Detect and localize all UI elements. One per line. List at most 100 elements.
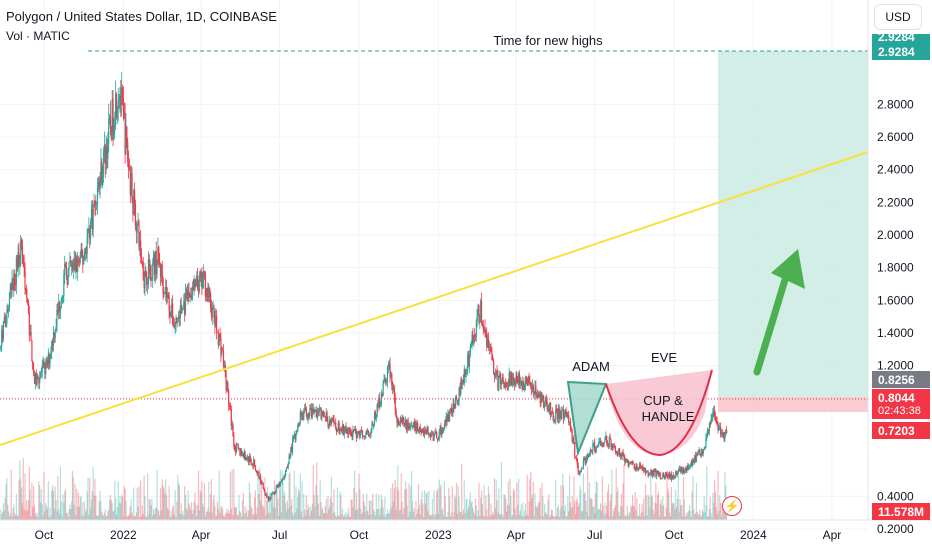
candle-body bbox=[525, 376, 528, 379]
volume-bar bbox=[692, 476, 694, 520]
candle-body bbox=[446, 416, 448, 422]
candle-body bbox=[425, 432, 427, 434]
volume-bar bbox=[63, 502, 65, 520]
candle-body bbox=[33, 373, 36, 384]
candle-body bbox=[115, 94, 118, 119]
candle-body bbox=[236, 444, 238, 445]
volume-bar bbox=[594, 493, 597, 520]
candle-body bbox=[51, 340, 53, 354]
candle-body bbox=[5, 322, 7, 325]
volume-bar bbox=[455, 482, 458, 520]
volume-bar bbox=[265, 515, 267, 520]
volume-bar bbox=[170, 510, 172, 520]
volume-bar bbox=[66, 512, 68, 520]
volume-bar bbox=[127, 515, 130, 520]
candle-body bbox=[688, 465, 691, 467]
candle-body bbox=[260, 482, 263, 484]
candle-body bbox=[618, 448, 620, 455]
volume-bar bbox=[164, 493, 166, 520]
volume-bar bbox=[8, 511, 10, 520]
candle-body bbox=[20, 239, 23, 247]
volume-bar bbox=[40, 489, 43, 520]
volume-bar bbox=[4, 497, 6, 520]
candle-body bbox=[351, 434, 353, 438]
candle-body bbox=[140, 256, 143, 261]
candle-body bbox=[541, 395, 543, 400]
candle-body bbox=[709, 423, 711, 424]
candle-body bbox=[447, 414, 449, 422]
candle-body bbox=[221, 350, 223, 355]
candle-body bbox=[650, 470, 653, 477]
volume-bar bbox=[682, 476, 685, 520]
volume-legend[interactable]: Vol · MATIC bbox=[6, 29, 70, 43]
volume-bar bbox=[694, 514, 696, 520]
volume-bar bbox=[627, 515, 629, 520]
candle-body bbox=[116, 109, 118, 119]
candle-body bbox=[510, 373, 512, 385]
candle-body bbox=[286, 467, 288, 469]
candle-body bbox=[58, 302, 61, 311]
volume-bar bbox=[202, 503, 204, 520]
candle-body bbox=[288, 455, 290, 464]
candle-body bbox=[182, 308, 184, 310]
volume-bar bbox=[172, 505, 175, 520]
candle-body bbox=[323, 415, 326, 417]
volume-bar bbox=[298, 491, 301, 520]
candle-body bbox=[153, 254, 155, 263]
volume-bar bbox=[602, 505, 604, 520]
candle-body bbox=[184, 301, 186, 315]
volume-bar bbox=[249, 492, 251, 520]
volume-bar bbox=[582, 473, 584, 520]
volume-bar bbox=[597, 509, 599, 520]
volume-bar bbox=[650, 496, 653, 520]
volume-bar bbox=[499, 513, 501, 520]
volume-bar bbox=[257, 473, 259, 520]
volume-bar bbox=[228, 510, 230, 520]
candle-body bbox=[247, 456, 249, 460]
volume-bar bbox=[39, 502, 42, 520]
candle-body bbox=[102, 174, 104, 186]
candle-body bbox=[394, 397, 396, 411]
candle-body bbox=[403, 417, 405, 425]
volume-bar bbox=[47, 481, 49, 520]
volume-bar bbox=[386, 509, 389, 520]
volume-bar bbox=[564, 505, 566, 520]
candle-body bbox=[383, 379, 385, 383]
volume-bar bbox=[430, 515, 433, 520]
candle-body bbox=[555, 408, 557, 421]
volume-bar bbox=[663, 505, 665, 520]
candle-body bbox=[623, 454, 625, 458]
lightning-icon[interactable]: ⚡ bbox=[722, 496, 742, 516]
volume-bar bbox=[403, 508, 405, 520]
candle-body bbox=[625, 459, 628, 462]
volume-bar bbox=[420, 499, 422, 520]
candle-body bbox=[123, 111, 125, 119]
time-axis[interactable]: Oct 2022 Apr Jul Oct 2023 Apr Jul Oct 2024 Apr bbox=[0, 519, 932, 542]
volume-bar bbox=[720, 516, 723, 520]
volume-bar bbox=[562, 473, 564, 520]
candle-body bbox=[234, 449, 237, 452]
candle-body bbox=[386, 367, 389, 382]
volume-bar bbox=[203, 483, 206, 520]
candle-body bbox=[675, 471, 677, 477]
candle-body bbox=[659, 472, 661, 479]
symbol-title[interactable]: Polygon / United States Dollar, 1D, COIN… bbox=[6, 9, 277, 24]
candle-body bbox=[442, 429, 444, 431]
volume-bar bbox=[574, 500, 576, 520]
volume-bar bbox=[301, 481, 303, 520]
volume-bar bbox=[224, 514, 226, 520]
volume-bar bbox=[724, 472, 726, 520]
candle-body bbox=[637, 468, 639, 469]
volume-bar bbox=[259, 467, 261, 520]
price-axis[interactable]: 2.80002.60002.40002.20002.00001.80001.60… bbox=[867, 0, 914, 536]
currency-button[interactable]: USD bbox=[874, 4, 922, 30]
volume-bar bbox=[161, 479, 163, 520]
candle-body bbox=[594, 442, 596, 450]
candle-body bbox=[714, 416, 717, 420]
volume-bar bbox=[518, 478, 520, 520]
volume-bar bbox=[599, 509, 601, 520]
volume-bar bbox=[546, 514, 548, 520]
candle-body bbox=[170, 313, 172, 317]
candle-body bbox=[13, 273, 15, 291]
